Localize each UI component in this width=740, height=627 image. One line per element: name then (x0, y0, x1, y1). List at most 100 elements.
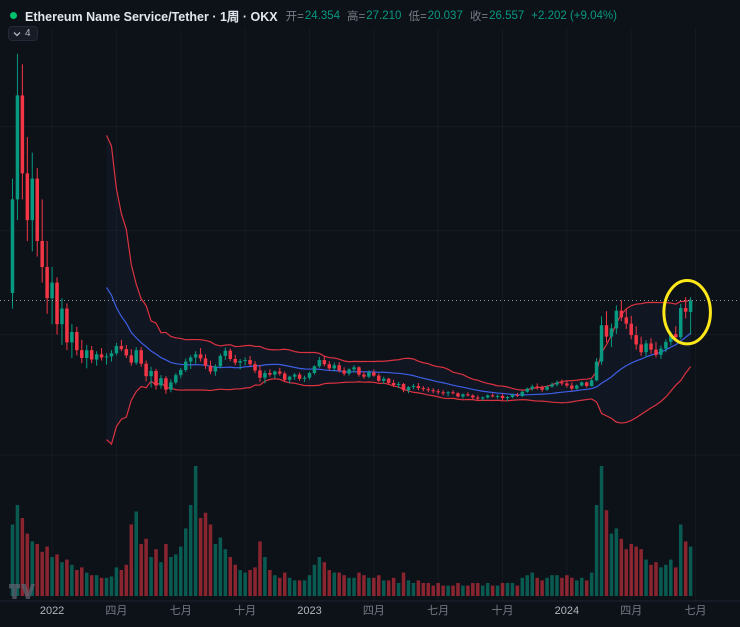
candle (599, 316, 604, 365)
volume-bar (683, 541, 688, 596)
volume-bar (302, 580, 307, 596)
candle (688, 297, 693, 335)
volume-series (10, 466, 693, 596)
volume-bar (253, 567, 257, 596)
volume-bar (461, 585, 465, 596)
volume-bar (515, 585, 520, 596)
candle (674, 326, 678, 341)
volume-bar (485, 583, 490, 596)
volume-bar (203, 512, 208, 596)
volume-bar (550, 575, 554, 596)
candlestick-series (10, 53, 693, 402)
volume-bar (322, 562, 327, 596)
candle (342, 367, 346, 376)
volume-bar (560, 577, 564, 596)
time-axis[interactable]: 2022 四月 七月 十月 2023 四月 七月 十月 2024 四月 七月 (40, 603, 707, 617)
volume-bar (436, 583, 440, 596)
volume-bar (40, 551, 44, 596)
volume-bar (84, 572, 89, 596)
candle (649, 338, 653, 354)
candle (421, 386, 426, 392)
candle (372, 369, 376, 377)
volume-bar (144, 538, 148, 596)
candle (263, 370, 267, 384)
volume-bar (287, 577, 292, 596)
candle (134, 347, 138, 365)
time-tick-label: 十月 (492, 603, 514, 617)
volume-bar (584, 580, 589, 596)
volume-bar (614, 528, 619, 596)
candle (228, 348, 233, 362)
candle (45, 240, 49, 314)
volume-bar (500, 583, 505, 596)
candle (525, 387, 530, 393)
volume-bar (599, 466, 604, 596)
volume-bar (446, 585, 450, 596)
volume-bar (347, 577, 351, 596)
volume-bar (109, 576, 114, 596)
time-tick-label: 四月 (105, 605, 127, 617)
volume-bar (490, 585, 495, 596)
candle (540, 385, 544, 392)
candle (50, 266, 54, 325)
candle (20, 64, 25, 200)
candle (614, 305, 619, 335)
candle (530, 384, 534, 391)
symbol-title[interactable]: Ethereum Name Service/Tether · 1周 · OKX (25, 10, 278, 24)
candle (75, 326, 79, 356)
volume-bar (193, 466, 198, 596)
candle (515, 392, 520, 397)
volume-bar (352, 577, 356, 596)
candle (297, 372, 302, 381)
volume-bar (431, 585, 435, 596)
volume-bar (292, 580, 297, 596)
highlight-ellipse-annotation[interactable] (662, 278, 712, 346)
candle (446, 391, 450, 397)
candle (505, 395, 510, 402)
volume-bar (188, 505, 193, 596)
tradingview-logo-icon[interactable] (9, 584, 35, 605)
volume-bar (396, 583, 401, 596)
candle (248, 355, 252, 367)
candle (476, 395, 480, 401)
candle (193, 351, 198, 364)
volume-bar (594, 505, 599, 596)
candle (282, 371, 287, 382)
market-status-dot (10, 12, 17, 19)
candle (495, 394, 500, 399)
candle (183, 358, 188, 373)
chevron-down-icon (13, 31, 21, 36)
indicators-toggle[interactable]: 4 (8, 26, 38, 41)
candle (124, 344, 129, 358)
candle (208, 360, 213, 375)
volume-bar (169, 557, 173, 596)
candle (10, 178, 15, 309)
volume-bar (476, 583, 480, 596)
volume-bar (510, 583, 515, 596)
candle (144, 360, 148, 382)
volume-bar (99, 577, 104, 596)
candle (188, 355, 193, 369)
volume-bar (609, 533, 614, 596)
candle (94, 351, 99, 366)
volume-bar (282, 572, 287, 596)
candle (273, 370, 277, 379)
candle (654, 341, 658, 358)
candle (154, 368, 158, 390)
volume-bar (30, 541, 35, 596)
volume-bar (530, 572, 534, 596)
volume-bar (604, 510, 609, 596)
volume-bar (65, 559, 69, 596)
volume-bar (629, 544, 633, 596)
candle (109, 350, 114, 362)
candle (678, 303, 683, 340)
candle (426, 387, 431, 393)
volume-bar (372, 577, 376, 596)
volume-bar (263, 557, 267, 596)
candle (174, 373, 178, 385)
candle (634, 326, 638, 350)
candle (292, 373, 297, 380)
candle (362, 371, 366, 379)
volume-bar (60, 562, 64, 596)
